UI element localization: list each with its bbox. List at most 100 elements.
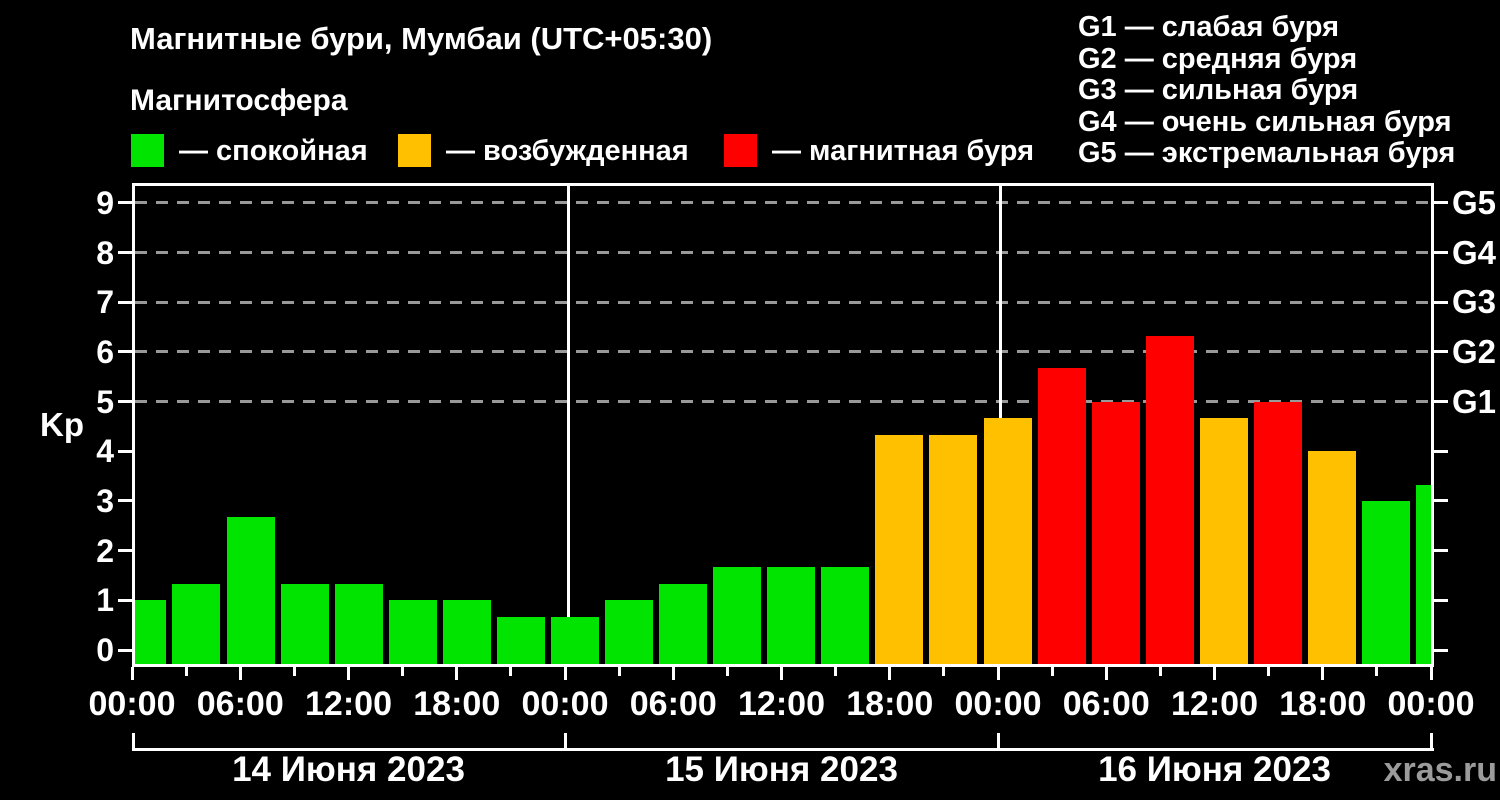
right-axis-tick [1434, 201, 1448, 205]
date-label: 15 Июня 2023 [665, 750, 898, 789]
x-tick-label: 12:00 [738, 685, 825, 723]
y-tick-label: 1 [96, 582, 114, 619]
kp-bar [659, 583, 708, 664]
x-tick-label: 06:00 [196, 685, 284, 723]
y-axis-tick [118, 648, 132, 652]
storm-scale-item: G5 — экстремальная буря [1078, 137, 1456, 170]
y-tick-label: 3 [96, 482, 114, 519]
legend-label-excited: — возбужденная [446, 135, 689, 167]
gridline [135, 300, 1431, 304]
right-axis-tick [1434, 449, 1448, 453]
y-axis-label-kp: Kp [40, 406, 84, 443]
x-axis-tick [888, 667, 892, 680]
date-bracket-tick [1429, 733, 1433, 748]
g-scale-label: G1 [1452, 382, 1497, 420]
x-tick-label: 12:00 [1171, 685, 1258, 723]
date-label: 14 Июня 2023 [232, 750, 465, 789]
x-axis-minor-tick [1375, 667, 1379, 676]
kp-bar [442, 600, 491, 664]
y-axis-tick [118, 449, 132, 453]
kp-bar [1091, 401, 1140, 664]
kp-bar [1199, 418, 1248, 664]
kp-bar [1416, 484, 1431, 664]
kp-bar [334, 583, 383, 664]
kp-bar [983, 418, 1032, 664]
x-axis-minor-tick [1050, 667, 1054, 676]
x-tick-label: 18:00 [1279, 685, 1367, 723]
y-tick-label: 8 [96, 234, 114, 271]
x-axis-minor-tick [834, 667, 838, 676]
y-tick-label: 9 [96, 184, 114, 221]
kp-bar [929, 434, 978, 664]
storm-scale-item: G3 — сильная буря [1078, 74, 1359, 107]
g-scale-label: G2 [1452, 332, 1497, 370]
x-tick-label: 12:00 [305, 685, 392, 723]
legend-swatch-quiet [131, 134, 164, 167]
x-tick-label: 00:00 [521, 685, 609, 723]
x-axis-tick [1213, 667, 1216, 680]
kp-bar [1307, 451, 1356, 664]
right-axis-tick [1434, 598, 1448, 602]
x-axis-minor-tick [509, 667, 513, 676]
x-axis-minor-tick [292, 667, 296, 676]
x-axis-minor-tick [1267, 667, 1271, 676]
kp-bar [172, 583, 221, 664]
legend-label-quiet: — спокойная [179, 135, 368, 167]
x-tick-label: 00:00 [88, 685, 176, 723]
kp-bar [550, 616, 599, 664]
storm-scale-item: G4 — очень сильная буря [1078, 105, 1452, 138]
kp-bar [605, 600, 654, 664]
kp-bar [226, 517, 275, 664]
kp-bar [280, 583, 329, 664]
x-axis-minor-tick [942, 667, 946, 676]
y-tick-label: 4 [96, 433, 114, 470]
x-axis-tick [347, 667, 350, 680]
x-axis-tick [1429, 667, 1433, 680]
x-axis-minor-tick [725, 667, 729, 676]
y-axis-tick [118, 499, 132, 503]
right-axis-tick [1434, 251, 1448, 255]
x-axis-tick [996, 667, 1000, 680]
kp-bar [875, 434, 924, 664]
x-tick-label: 06:00 [629, 685, 717, 723]
kp-bar [821, 567, 870, 664]
chart-title: Магнитные бури, Мумбаи (UTC+05:30) [130, 21, 713, 56]
gridline [135, 400, 1431, 404]
date-label: 16 Июня 2023 [1098, 750, 1331, 789]
y-axis-tick [118, 400, 132, 404]
g-scale-label: G4 [1452, 233, 1497, 271]
x-axis-tick [780, 667, 783, 680]
x-axis-minor-tick [617, 667, 621, 676]
gridline [135, 201, 1431, 205]
x-axis-minor-tick [1158, 667, 1162, 676]
x-axis-minor-tick [184, 667, 188, 676]
date-bracket-tick [132, 733, 135, 748]
x-axis-tick [671, 667, 675, 680]
y-axis-tick [118, 201, 132, 205]
watermark-xras: xras.ru [1383, 751, 1497, 789]
legend-swatch-excited [398, 134, 431, 167]
legend: — спокойная — возбужденная — магнитная бур… [0, 134, 1100, 167]
x-tick-label: 00:00 [954, 685, 1042, 723]
day-boundary-line [567, 186, 570, 664]
kp-bar [767, 567, 816, 664]
kp-bar [496, 616, 545, 664]
x-axis-tick [130, 667, 134, 680]
plot-area [132, 183, 1434, 667]
x-tick-label: 18:00 [413, 685, 501, 723]
date-bracket-tick [563, 733, 567, 748]
x-axis-tick [1321, 667, 1325, 680]
x-axis-minor-tick [401, 667, 405, 676]
x-axis-tick [1104, 667, 1108, 680]
storm-scale-legend: G1 — слабая буря G2 — средняя буря G3 — си… [1078, 11, 1456, 170]
right-axis-tick [1434, 549, 1448, 553]
x-axis-tick [563, 667, 567, 680]
kp-bar [388, 600, 437, 664]
right-axis-tick [1434, 350, 1448, 354]
right-axis-tick [1434, 499, 1448, 503]
right-axis-tick [1434, 400, 1448, 404]
x-tick-label: 06:00 [1062, 685, 1150, 723]
y-tick-label: 0 [96, 632, 114, 668]
right-axis-tick [1434, 300, 1448, 304]
